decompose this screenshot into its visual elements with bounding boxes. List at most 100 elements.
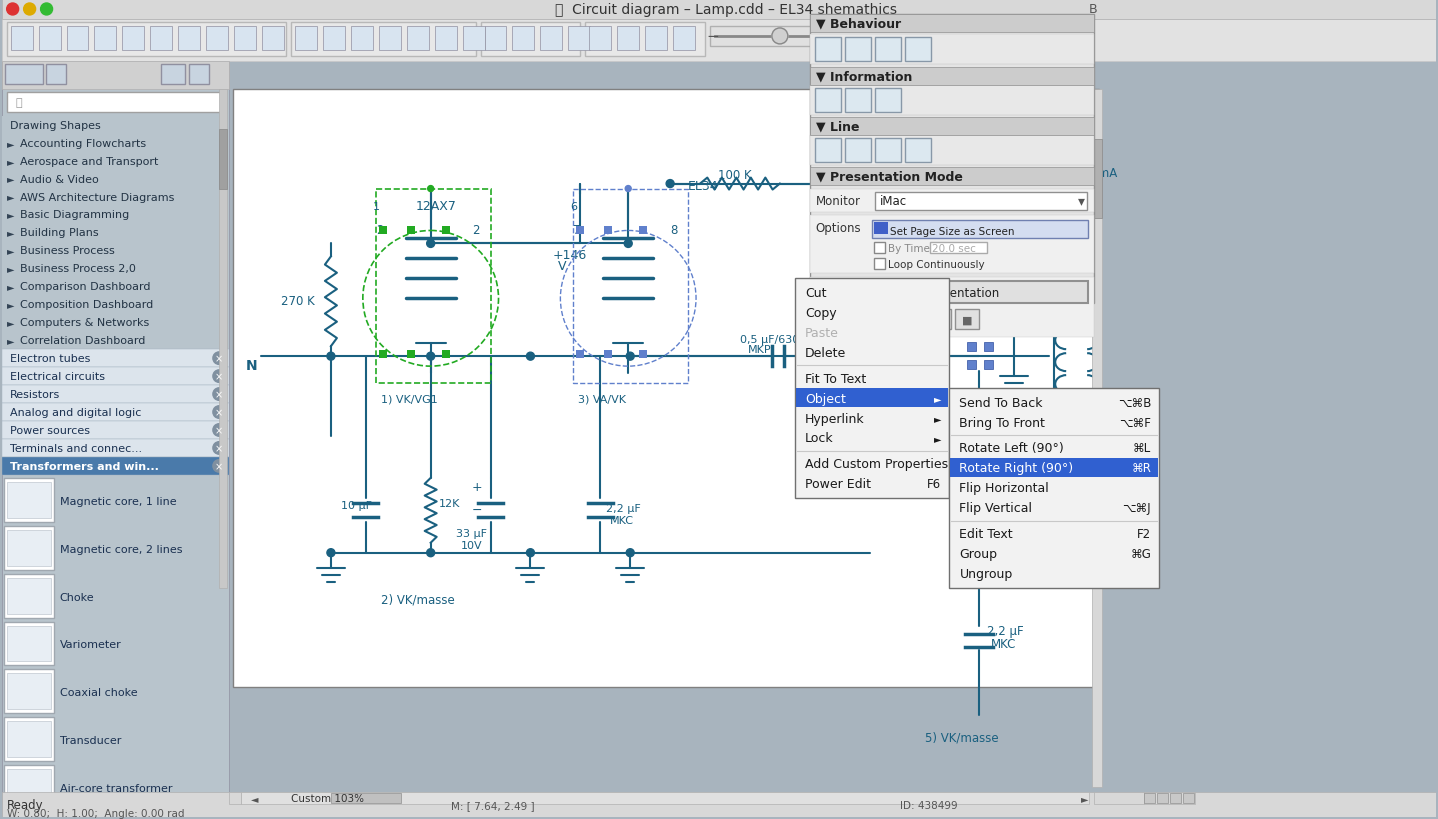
Text: 30W: 30W [1070,178,1096,190]
Text: ■: ■ [962,314,972,325]
Text: ►: ► [7,300,14,310]
Bar [1091,89,1102,787]
Bar [585,23,705,57]
Text: 2) VK/masse: 2) VK/masse [381,593,454,606]
Text: ►: ► [7,282,14,292]
Bar [485,27,506,51]
Text: ►: ► [7,318,14,328]
Bar [1171,793,1181,803]
Text: Monitor: Monitor [815,195,861,208]
Text: ►: ► [7,264,14,274]
Circle shape [213,387,226,401]
Text: 6: 6 [571,201,577,211]
Bar [810,167,1094,185]
Text: ►: ► [1081,793,1089,803]
Text: ►: ► [7,336,14,346]
Circle shape [626,187,631,192]
Text: 2: 2 [375,224,384,238]
Bar [1,314,229,332]
Circle shape [213,423,226,437]
Text: Computers & Networks: Computers & Networks [20,318,150,328]
Text: Air-core transformer: Air-core transformer [59,783,173,793]
Text: Magnetic core, 2 lines: Magnetic core, 2 lines [59,544,183,554]
Text: Coaxial choke: Coaxial choke [59,687,137,698]
Bar [7,530,50,566]
Bar [815,138,841,162]
Circle shape [213,405,226,419]
Text: Copy: Copy [805,306,837,319]
Text: ►: ► [7,246,14,256]
Text: Analog and digital logic: Analog and digital logic [10,408,141,418]
Bar [710,27,840,47]
Bar [1,386,229,404]
Text: ▼ Behaviour: ▼ Behaviour [815,17,900,30]
Circle shape [213,459,226,473]
Circle shape [772,29,788,45]
Text: ►: ► [7,156,14,166]
Bar [874,243,884,254]
Bar [577,351,584,359]
Polygon shape [877,287,887,299]
Bar [871,310,896,330]
Text: Aerospace and Transport: Aerospace and Transport [20,156,158,166]
Text: Start Presentation: Start Presentation [892,287,999,300]
Bar [441,351,450,359]
Bar [568,27,591,51]
Text: Send To Back: Send To Back [959,396,1043,409]
Bar [295,27,316,51]
Text: 3) VA/VK: 3) VA/VK [578,394,627,404]
Bar [1,368,229,386]
Bar [815,88,841,112]
Bar [617,27,638,51]
Bar [638,351,647,359]
Bar [407,227,414,235]
Text: 470K: 470K [942,471,972,484]
Bar [905,138,930,162]
Text: Flip Vertical: Flip Vertical [959,502,1032,514]
Text: 100 K: 100 K [718,169,752,181]
Text: Object: Object [805,392,846,405]
Bar [810,216,1094,274]
Text: Drawing Shapes: Drawing Shapes [10,120,101,130]
Text: 🔍: 🔍 [16,97,22,107]
Bar [844,38,870,61]
Text: 0,5 µF/630V: 0,5 µF/630V [741,335,807,345]
Text: ⌘R: ⌘R [1132,462,1150,475]
Text: Business Process: Business Process [20,246,115,256]
Text: Bring To Front: Bring To Front [959,416,1045,429]
Text: 5) VK/masse: 5) VK/masse [925,731,998,744]
Text: Basic Diagramming: Basic Diagramming [20,210,129,220]
Text: Ungroup: Ungroup [959,568,1012,581]
Circle shape [213,351,226,366]
Bar [874,38,900,61]
Bar [4,65,43,84]
Bar [574,189,687,383]
Bar [1,350,229,368]
Bar [929,243,988,254]
Bar [7,626,50,662]
Bar [815,38,841,61]
Text: ×: × [216,425,223,436]
Text: Correlation Dashboard: Correlation Dashboard [20,336,145,346]
Bar [1,61,229,89]
Bar [810,135,1094,165]
Text: −: − [472,503,482,516]
Text: |◀: |◀ [906,314,917,325]
Bar [844,88,870,112]
Text: ⌘L: ⌘L [1133,442,1150,455]
Text: ▼ Line: ▼ Line [815,120,860,133]
Text: +: + [472,480,482,493]
Bar [4,526,53,570]
Bar [4,765,53,809]
Bar [234,27,256,51]
Text: Paste: Paste [805,326,838,339]
Text: ►: ► [7,138,14,148]
Bar [7,578,50,613]
Bar [638,227,647,235]
Circle shape [666,180,674,188]
Text: iMac: iMac [880,195,907,208]
Circle shape [626,353,634,360]
Text: ×: × [216,443,223,454]
Text: Transformers and win...: Transformers and win... [10,461,158,471]
Text: Audio & Video: Audio & Video [20,174,98,184]
